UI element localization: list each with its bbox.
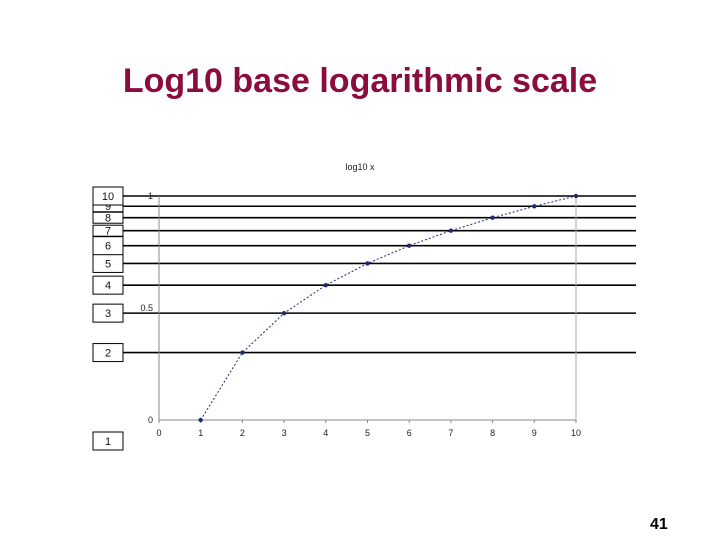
scale-label-box-7 xyxy=(92,224,124,237)
data-point-1 xyxy=(198,417,203,423)
series-line xyxy=(200,195,577,421)
scale-label-box-1 xyxy=(92,431,124,451)
scale-label-box-2 xyxy=(92,343,124,363)
page-number: 41 xyxy=(650,516,668,533)
scale-label-5: 5 xyxy=(105,258,111,270)
x-tick-label-2: 2 xyxy=(240,428,245,438)
x-tick-label-4: 4 xyxy=(323,428,328,438)
data-point-5 xyxy=(365,261,370,266)
scale-label-box-10 xyxy=(92,186,124,206)
x-tick-label-10: 10 xyxy=(571,428,581,438)
log-scale-lines xyxy=(93,195,636,354)
data-point-9 xyxy=(532,204,537,209)
scale-label-6: 6 xyxy=(105,241,111,253)
x-tick-labels: 0 1 2 3 4 5 6 7 8 9 10 xyxy=(156,420,581,438)
data-point-6 xyxy=(407,243,412,248)
slide-title: Log10 base logarithmic scale xyxy=(122,62,598,100)
y-tick-label-1: 1 xyxy=(148,191,153,201)
data-markers xyxy=(198,193,579,423)
data-point-10 xyxy=(573,193,579,199)
scale-label-box-3 xyxy=(92,303,124,323)
x-tick-label-0: 0 xyxy=(156,428,161,438)
scale-label-10: 10 xyxy=(102,191,114,203)
data-point-3 xyxy=(281,310,287,316)
x-tick-label-9: 9 xyxy=(532,428,537,438)
data-point-7 xyxy=(448,228,454,233)
data-point-2 xyxy=(240,350,245,355)
x-tick-label-3: 3 xyxy=(282,428,287,438)
scale-label-box-4 xyxy=(92,275,124,295)
x-tick-label-5: 5 xyxy=(365,428,370,438)
y-tick-label-0: 0 xyxy=(148,415,153,425)
y-tick-label-0.5: 0.5 xyxy=(140,303,153,313)
scale-label-1: 1 xyxy=(105,436,111,448)
scale-label-9: 9 xyxy=(105,201,111,213)
x-tick-label-8: 8 xyxy=(490,428,495,438)
data-point-8 xyxy=(490,215,495,220)
chart-title: log10 x xyxy=(345,162,375,172)
scale-label-8: 8 xyxy=(105,213,111,225)
x-tick-label-7: 7 xyxy=(448,428,453,438)
x-tick-label-1: 1 xyxy=(198,428,203,438)
plot-area: 0 1 2 3 4 5 6 7 8 9 10 00.51 xyxy=(140,191,581,438)
scale-label-4: 4 xyxy=(105,280,111,292)
data-point-4 xyxy=(323,282,328,288)
y-tick-labels: 00.51 xyxy=(140,191,153,425)
scale-label-2: 2 xyxy=(105,348,111,360)
scale-label-7: 7 xyxy=(105,226,111,238)
scale-label-3: 3 xyxy=(105,308,111,320)
x-tick-label-6: 6 xyxy=(407,428,412,438)
